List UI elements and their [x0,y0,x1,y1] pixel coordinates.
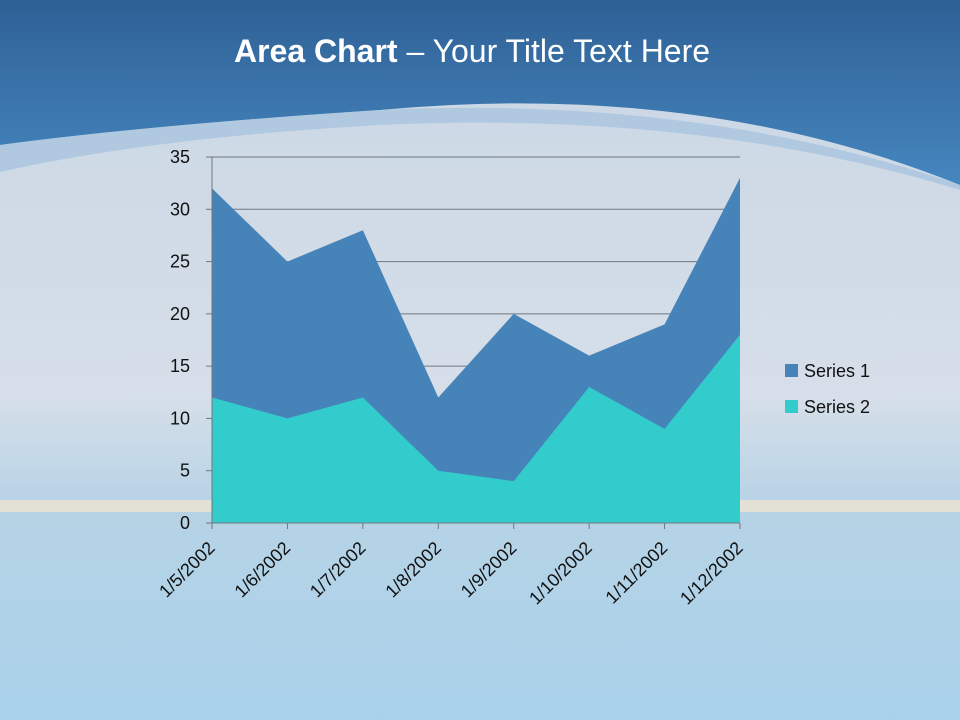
header-band [0,0,960,185]
y-tick-label: 20 [170,304,190,324]
slide-title: Area Chart – Your Title Text Here [234,33,710,69]
legend-label: Series 1 [804,361,870,381]
y-tick-label: 25 [170,252,190,272]
title-lead: Area Chart [234,33,398,69]
area [212,334,740,523]
title-rest: – Your Title Text Here [406,33,710,69]
y-tick-label: 35 [170,147,190,167]
y-tick-label: 5 [180,461,190,481]
y-tick-label: 10 [170,408,190,428]
header-arc [0,107,960,190]
legend-swatch [785,364,798,377]
y-tick-label: 0 [180,513,190,533]
legend-label: Series 2 [804,397,870,417]
y-tick-label: 15 [170,356,190,376]
y-tick-label: 30 [170,199,190,219]
legend-swatch [785,400,798,413]
